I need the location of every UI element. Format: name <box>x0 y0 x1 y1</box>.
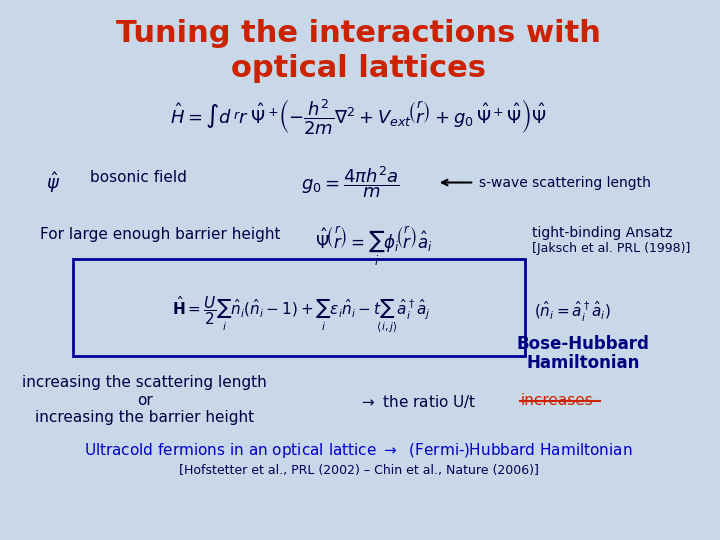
Text: increasing the scattering length: increasing the scattering length <box>22 375 267 390</box>
Text: $(\hat{n}_i = \hat{a}_i^\dagger\hat{a}_i)$: $(\hat{n}_i = \hat{a}_i^\dagger\hat{a}_i… <box>534 300 611 324</box>
Text: tight-binding Ansatz: tight-binding Ansatz <box>532 226 672 240</box>
Text: $\hat{\Psi}\!\left(\overset{r}{r}\right)=\sum_i\phi_i\!\left(\overset{r}{r}\righ: $\hat{\Psi}\!\left(\overset{r}{r}\right)… <box>315 224 433 268</box>
Text: Tuning the interactions with: Tuning the interactions with <box>117 19 601 48</box>
Text: increases: increases <box>521 393 593 408</box>
Text: s-wave scattering length: s-wave scattering length <box>479 176 651 190</box>
Text: $\hat{\psi}$: $\hat{\psi}$ <box>46 170 60 195</box>
Text: $g_0 = \dfrac{4\pi h^2 a}{m}$: $g_0 = \dfrac{4\pi h^2 a}{m}$ <box>301 165 400 200</box>
Text: Hamiltonian: Hamiltonian <box>526 354 639 372</box>
Text: optical lattices: optical lattices <box>231 54 486 83</box>
Text: or: or <box>137 393 153 408</box>
Text: $\rightarrow$ the ratio U/t: $\rightarrow$ the ratio U/t <box>359 393 477 410</box>
Text: For large enough barrier height: For large enough barrier height <box>40 227 280 242</box>
Text: Ultracold fermions in an optical lattice $\rightarrow$  (Fermi-)Hubbard Hamilton: Ultracold fermions in an optical lattice… <box>84 441 633 460</box>
Text: [Hofstetter et al., PRL (2002) – Chin et al., Nature (2006)]: [Hofstetter et al., PRL (2002) – Chin et… <box>179 464 539 477</box>
FancyBboxPatch shape <box>73 259 525 356</box>
Text: $\hat{\mathbf{H}}=\dfrac{U}{2}\sum_i\hat{n}_i(\hat{n}_i-1)+\sum_i\varepsilon_i\h: $\hat{\mathbf{H}}=\dfrac{U}{2}\sum_i\hat… <box>172 294 431 334</box>
Text: $\hat{H} = \int d\,\overset{r}{}r\;\hat{\Psi}^+\!\left(-\dfrac{h^2}{2m}\nabla^2+: $\hat{H} = \int d\,\overset{r}{}r\;\hat{… <box>171 97 547 136</box>
Text: [Jaksch et al. PRL (1998)]: [Jaksch et al. PRL (1998)] <box>532 242 690 255</box>
Text: increasing the barrier height: increasing the barrier height <box>35 410 254 426</box>
Text: Bose-Hubbard: Bose-Hubbard <box>516 335 649 353</box>
Text: bosonic field: bosonic field <box>91 170 187 185</box>
